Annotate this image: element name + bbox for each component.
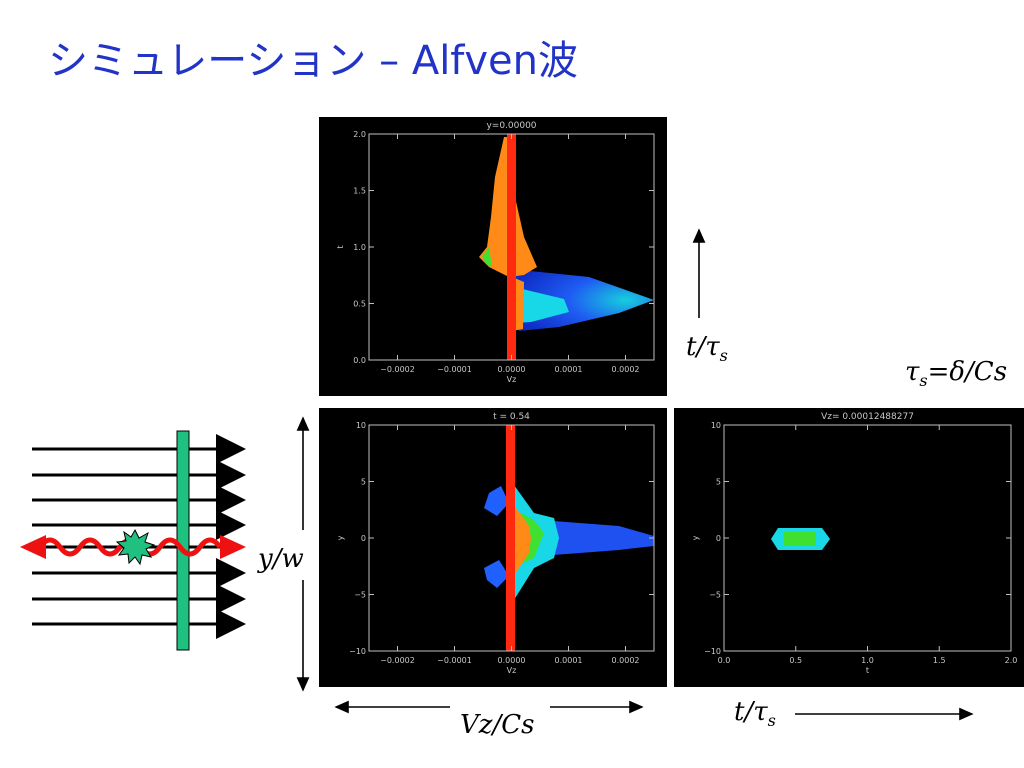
x-axis-label: Vz [507,666,517,675]
tau-definition: τs=δ/Cs [905,357,1008,391]
y-axis-label: t [336,245,345,248]
plot-y-vs-t: Vz= 0.00012488277 0.0 0.5 1.0 1.5 2.0 −10 −5 0 5 1… [674,408,1024,687]
x-axis-label: t [866,666,869,675]
t-axis-label-bottom: t/τs [734,697,776,731]
plot1-green-edge [482,247,492,267]
current-slab [176,430,190,651]
x-tick-label: −0.0001 [437,365,472,374]
y-tick-label: 1.0 [353,243,366,252]
y-tick-label: −10 [704,647,721,656]
vz-axis-label: Vz/Cs [460,710,535,740]
plot3-blob-inner [784,532,816,546]
t-axis-label-top: t/τs [686,332,728,366]
x-tick-label: 0.5 [789,656,802,665]
field-line-diagram [20,430,246,651]
x-tick-label: 1.0 [861,656,874,665]
plot2-red-column [506,425,515,651]
plot1-cyan-core [514,287,569,323]
x-axis-label: Vz [507,375,517,384]
plot-title: y=0.00000 [486,121,536,131]
plot-title: t = 0.54 [493,412,530,422]
magnetic-field-lines [32,434,246,639]
plot2-blue-spike-lower [484,560,509,588]
y-tick-label: 5 [361,478,366,487]
y-tick-label: −10 [349,647,366,656]
x-tick-label: 0.0001 [555,656,583,665]
y-tick-label: 2.0 [353,130,366,139]
plot3-field [771,528,830,550]
y-tick-label: 5 [716,478,721,487]
y-tick-label: 0.5 [353,300,366,309]
x-tick-label: 2.0 [1005,656,1018,665]
x-tick-label: −0.0001 [437,656,472,665]
x-tick-label: −0.0002 [380,365,415,374]
x-tick-label: 0.0000 [498,656,526,665]
plot1-red-column [507,134,516,360]
plot-title: Vz= 0.00012488277 [821,412,914,422]
y-tick-label: −5 [709,591,721,600]
wave-arrow-left-icon [20,535,46,559]
x-tick-label: 0.0002 [612,365,640,374]
y-tick-label: 0.0 [353,356,366,365]
x-tick-label: 1.5 [933,656,946,665]
x-tick-label: 0.0000 [498,365,526,374]
x-tick-label: 0.0002 [612,656,640,665]
plot-t-vs-vz: y=0.00000 −0.0002 −0.0001 0.0000 0.0001 0.000… [319,117,667,396]
y-axis-label: y [336,535,345,540]
plot-y-vs-vz: t = 0.54 −0.0002 −0.0001 0.0000 0.0001 0.0002… [319,408,667,687]
y-tick-label: 1.5 [353,187,366,196]
y-axis-label: y/w [258,544,304,574]
x-tick-label: 0.0 [718,656,731,665]
y-tick-label: 10 [356,421,366,430]
wave-arrow-right-icon [220,535,246,559]
y-axis-label: y [691,535,700,540]
y-tick-label: 10 [711,421,721,430]
burst-icon [115,528,156,566]
y-tick-label: 0 [716,534,721,543]
slide-title: シミュレーション – Alfven波 [48,38,579,84]
plot2-field [484,425,654,651]
y-tick-label: −5 [354,591,366,600]
y-tick-label: 0 [361,534,366,543]
x-tick-label: −0.0002 [380,656,415,665]
plot2-blue-spike-upper [484,486,509,516]
x-tick-label: 0.0001 [555,365,583,374]
plot1-field [479,134,654,360]
